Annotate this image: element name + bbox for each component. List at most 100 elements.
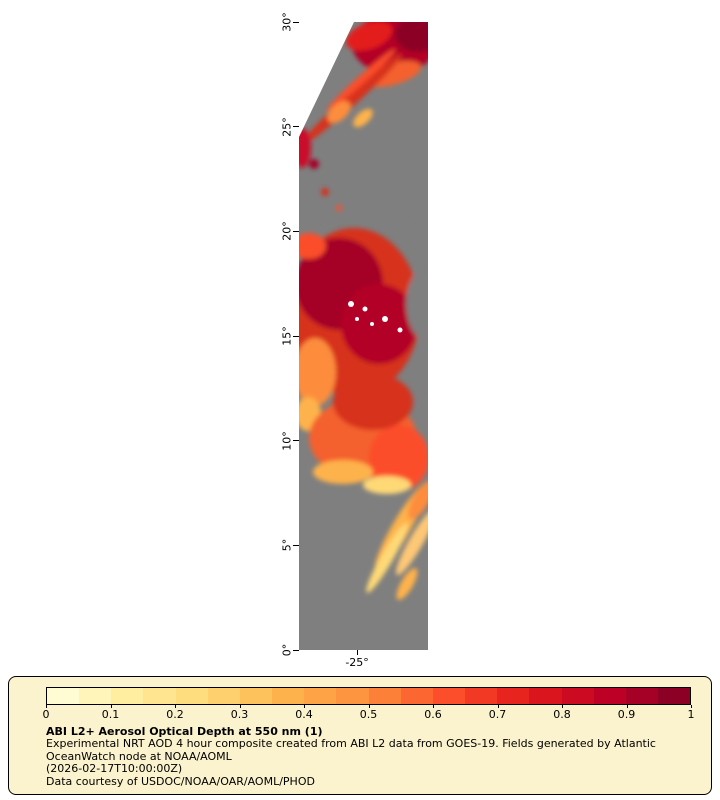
colorbar-segment <box>465 688 498 704</box>
lat-tick-mark <box>293 335 299 337</box>
lat-tick-label: 15° <box>280 326 294 346</box>
colorbar-tick-mark <box>304 705 305 708</box>
aod-plume-blob <box>309 159 319 169</box>
colorbar-tick-mark <box>46 705 47 708</box>
lat-tick-mark <box>293 440 299 442</box>
legend-title: ABI L2+ Aerosol Optical Depth at 550 nm … <box>46 725 323 738</box>
colorbar-segment <box>497 688 530 704</box>
colorbar-segment <box>79 688 112 704</box>
colorbar-segment <box>304 688 337 704</box>
colorbar-segment <box>400 688 433 704</box>
colorbar-tick-label: 0.1 <box>101 708 120 721</box>
colorbar <box>46 687 691 705</box>
aod-plume-blob <box>341 284 417 364</box>
colorbar-segment <box>207 688 240 704</box>
colorbar-ticks: 0 0.1 0.2 0.3 0.4 0.5 0.6 0.7 0.8 0.9 1 <box>42 705 695 721</box>
colorbar-tick-label: 0.5 <box>359 708 378 721</box>
colorbar-segment <box>657 688 691 704</box>
lat-tick-label: 25° <box>280 116 294 137</box>
island <box>370 322 374 326</box>
colorbar-tick-mark <box>691 705 692 708</box>
aod-plume-blob <box>366 523 408 593</box>
aod-plume-blob <box>406 268 428 340</box>
colorbar-segment <box>432 688 466 704</box>
colorbar-tick-mark <box>562 705 563 708</box>
island <box>362 306 368 312</box>
map-domain-cut <box>299 22 354 137</box>
legend-subtitle-line1: Experimental NRT AOD 4 hour composite cr… <box>46 737 656 751</box>
island <box>355 317 359 321</box>
colorbar-wrap: 0 0.1 0.2 0.3 0.4 0.5 0.6 0.7 0.8 0.9 1 <box>42 687 695 721</box>
colorbar-tick-mark <box>175 705 176 708</box>
colorbar-tick-label: 0.9 <box>617 708 636 721</box>
colorbar-tick-label: 0.2 <box>166 708 184 721</box>
colorbar-segment <box>143 688 176 704</box>
legend-timestamp: (2026-02-17T10:00:00Z) <box>46 762 183 776</box>
aod-plume-layer <box>299 22 428 600</box>
aod-plume-blob <box>300 54 402 146</box>
aod-plume-blob <box>313 460 373 484</box>
lat-tick-label: 20° <box>280 221 294 242</box>
lon-tick-label: -25° <box>345 656 369 669</box>
colorbar-segment <box>239 688 273 704</box>
aod-plume-blob <box>336 205 342 211</box>
island <box>382 316 388 322</box>
island <box>397 327 403 333</box>
aod-plume-blob <box>396 568 418 600</box>
lat-tick-label: 30° <box>280 12 294 32</box>
colorbar-segment <box>368 688 401 704</box>
aod-plume-blob <box>363 476 411 494</box>
colorbar-segment <box>111 688 144 704</box>
colorbar-tick-mark <box>626 705 628 708</box>
aod-plume-blob <box>326 49 396 111</box>
colorbar-segment <box>561 688 594 704</box>
aod-plume-blob <box>321 188 329 196</box>
colorbar-segment <box>625 688 658 704</box>
aod-plume-blob <box>299 233 326 259</box>
colorbar-tick-label: 0.4 <box>295 708 313 721</box>
colorbar-segment <box>336 688 369 704</box>
aod-plume-blob <box>299 338 336 406</box>
aod-plume-blob <box>408 480 428 520</box>
lat-tick-mark <box>293 544 299 546</box>
colorbar-tick-mark <box>110 705 112 708</box>
colorbar-segment <box>175 688 208 704</box>
colorbar-tick-mark <box>497 705 499 708</box>
lat-tick-mark <box>293 21 299 23</box>
colorbar-tick-label: 0 <box>42 708 50 721</box>
colorbar-segment <box>593 688 626 704</box>
legend-panel: 0 0.1 0.2 0.3 0.4 0.5 0.6 0.7 0.8 0.9 1 ABI L2+ Ae… <box>8 676 712 795</box>
colorbar-tick-label: 0.6 <box>424 708 442 721</box>
aod-plume-blob <box>395 22 428 52</box>
colorbar-segment <box>272 688 305 704</box>
aod-plume-blob <box>327 100 351 124</box>
legend-subtitle-line2: OceanWatch node at NOAA/AOML <box>46 749 232 763</box>
aod-plume-blob <box>333 374 413 430</box>
lat-tick-mark <box>293 230 299 232</box>
lat-tick-label: 0° <box>280 643 294 657</box>
aod-plume-blob <box>369 425 428 491</box>
aod-plume-blob <box>403 221 428 251</box>
colorbar-tick-label: 0.8 <box>553 708 571 721</box>
lat-tick-label: 5° <box>280 539 294 552</box>
aod-plume-blob <box>346 22 392 51</box>
legend-credit: Data courtesy of USDOC/NOAA/OAR/AOML/PHO… <box>46 774 315 788</box>
colorbar-tick-mark <box>239 705 241 708</box>
colorbar-segment <box>529 688 562 704</box>
colorbar-tick-label: 0.3 <box>230 708 249 721</box>
lon-tick-mark <box>357 650 359 655</box>
island <box>348 301 354 307</box>
aod-plume-blob <box>299 128 311 168</box>
colorbar-tick-label: 1 <box>687 708 695 721</box>
lat-tick-mark <box>293 126 299 128</box>
colorbar-tick-mark <box>433 705 434 708</box>
colorbar-segment <box>47 688 80 704</box>
aod-plume-blob <box>353 108 373 128</box>
colorbar-tick-label: 0.7 <box>488 708 507 721</box>
aod-plume-blob <box>396 508 428 576</box>
legend-text-block: ABI L2+ Aerosol Optical Depth at 550 nm … <box>46 725 656 788</box>
lat-tick-label: 10° <box>280 430 294 451</box>
lat-tick-mark <box>293 649 299 651</box>
aod-map <box>299 22 428 650</box>
